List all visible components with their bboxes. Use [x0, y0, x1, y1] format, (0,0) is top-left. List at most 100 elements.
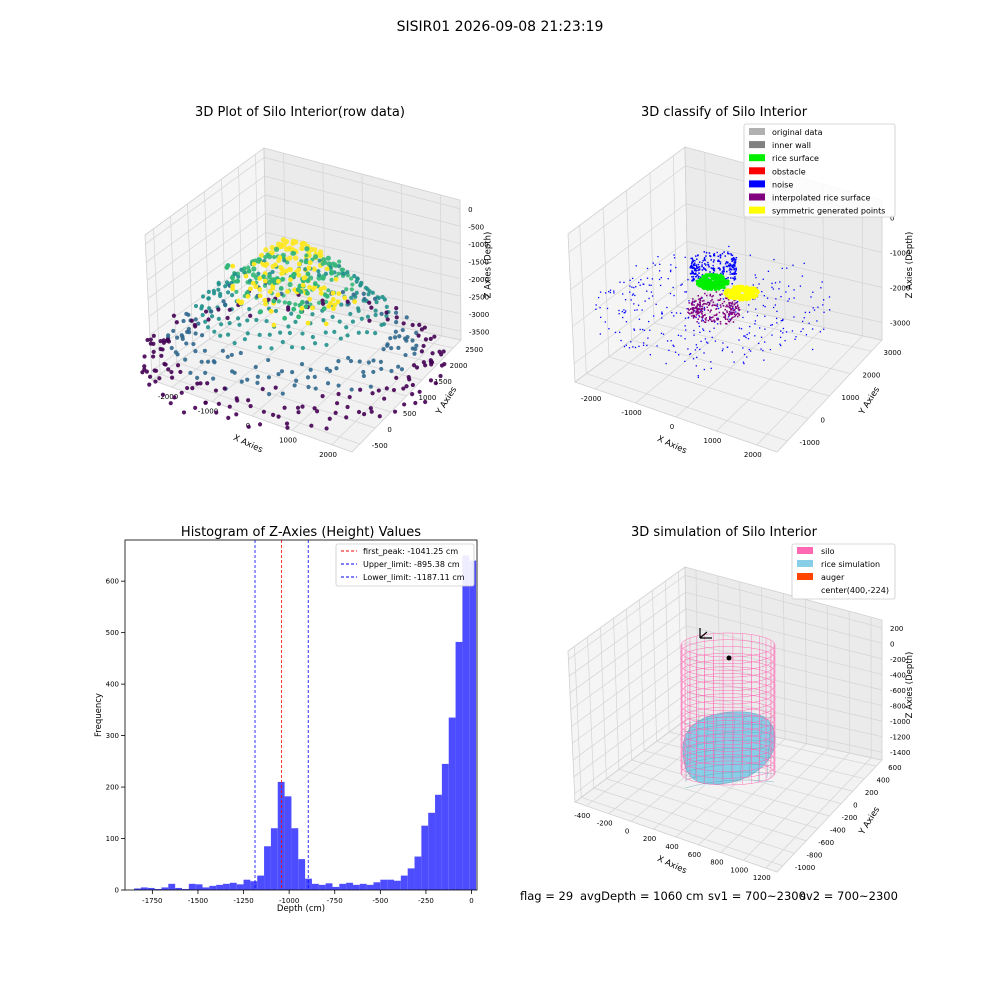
z-tick-label: -800 — [890, 703, 906, 711]
raw-data-point — [211, 288, 217, 294]
interpolated-surface-point — [695, 300, 697, 302]
legend-swatch — [749, 128, 765, 135]
raw-data-point — [157, 376, 162, 381]
raw-data-point — [151, 333, 156, 338]
noise-point — [727, 252, 729, 255]
raw-data-point — [191, 341, 196, 347]
raw-data-point — [209, 314, 215, 319]
y-gridline — [579, 225, 587, 374]
noise-point — [722, 289, 724, 292]
z-gridline — [265, 232, 461, 280]
z-gridline — [568, 165, 686, 253]
z-tick-label: -2000 — [890, 285, 910, 293]
raw-data-point — [391, 387, 397, 393]
noise-point — [746, 356, 748, 358]
x-tick-label: -1250 — [233, 897, 253, 905]
raw-data-point — [323, 271, 329, 276]
noise-point — [604, 321, 607, 323]
raw-data-point — [185, 385, 190, 391]
y-gridline — [649, 173, 655, 324]
interpolated-surface-point — [690, 302, 693, 305]
z-tick-label: -400 — [890, 671, 906, 679]
interpolated-surface-point — [724, 297, 727, 299]
raw-data-point — [225, 354, 230, 359]
raw-data-point — [423, 337, 429, 342]
raw-data-point — [308, 302, 313, 307]
interpolated-surface-point — [702, 315, 705, 317]
raw-data-point — [186, 326, 191, 332]
noise-point — [634, 309, 636, 311]
raw-data-3d-plot: -2000-1000010002000-50005001000150020002… — [140, 105, 494, 459]
noise-point — [693, 278, 695, 280]
noise-point — [698, 268, 701, 270]
interpolated-surface-point — [697, 309, 699, 311]
raw-data-point — [270, 412, 276, 418]
noise-point — [638, 318, 641, 320]
noise-point — [691, 270, 693, 272]
raw-data-point — [396, 364, 401, 369]
rice-surface-point — [702, 277, 707, 281]
raw-data-point — [221, 299, 226, 304]
x-tick-label: 2000 — [319, 451, 337, 459]
raw-data-point — [361, 291, 366, 296]
y-axis-label: Y Axies — [857, 385, 883, 418]
raw-data-point — [321, 318, 326, 323]
noise-point — [677, 334, 680, 336]
raw-data-point — [263, 255, 268, 260]
raw-data-point — [269, 250, 275, 256]
noise-point — [713, 327, 715, 329]
noise-point — [665, 362, 667, 365]
noise-point — [820, 287, 822, 289]
noise-point — [778, 288, 780, 290]
x-tick-label: -500 — [372, 897, 388, 905]
x-tick-label: 0 — [469, 897, 473, 905]
noise-point — [704, 338, 707, 340]
noise-point — [628, 347, 631, 349]
interpolated-surface-point — [713, 304, 716, 306]
noise-point — [713, 253, 716, 255]
interpolated-surface-point — [723, 316, 725, 318]
noise-point — [774, 304, 777, 306]
noise-point — [691, 276, 693, 278]
noise-point — [659, 284, 662, 287]
y-tick-label: -800 — [807, 851, 823, 859]
raw-data-point — [367, 300, 372, 305]
raw-data-point — [280, 276, 286, 282]
raw-data-point — [308, 367, 313, 372]
interpolated-surface-point — [701, 313, 703, 315]
noise-point — [772, 306, 775, 309]
x-tick-label: 0 — [670, 423, 674, 431]
noise-point — [803, 262, 805, 265]
raw-data-point — [381, 347, 386, 352]
noise-point — [721, 252, 724, 255]
noise-point — [712, 268, 715, 270]
raw-data-point — [299, 241, 305, 247]
noise-point — [792, 264, 794, 266]
interpolated-surface-point — [698, 298, 700, 301]
raw-data-point — [285, 289, 290, 294]
raw-data-point — [273, 308, 279, 314]
noise-point — [754, 274, 756, 276]
noise-point — [684, 360, 686, 363]
symmetric-point — [743, 297, 748, 301]
noise-point — [732, 277, 734, 279]
x-tick-label: 1000 — [703, 437, 721, 445]
noise-point — [698, 266, 701, 268]
raw-data-point — [257, 345, 262, 350]
noise-point — [646, 290, 648, 292]
raw-data-point — [266, 357, 271, 363]
raw-data-point — [423, 363, 428, 368]
interpolated-surface-point — [696, 321, 698, 323]
raw-data-point — [246, 265, 251, 270]
noise-point — [640, 279, 642, 281]
raw-data-point — [286, 307, 291, 312]
raw-data-point — [248, 403, 253, 409]
noise-point — [823, 328, 825, 330]
histogram-bar — [428, 812, 436, 890]
raw-data-point — [304, 300, 310, 305]
noise-point — [735, 256, 738, 259]
noise-point — [787, 285, 790, 287]
noise-point — [648, 320, 650, 323]
raw-data-point — [276, 372, 281, 377]
interpolated-surface-point — [708, 303, 711, 305]
